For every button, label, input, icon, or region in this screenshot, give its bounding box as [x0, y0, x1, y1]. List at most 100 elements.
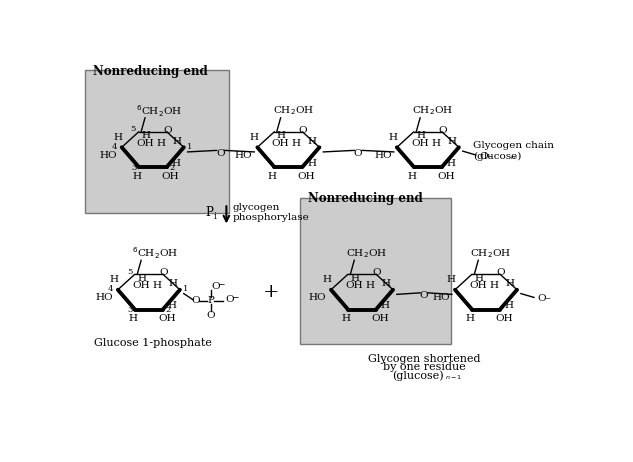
Text: H: H: [307, 159, 316, 168]
Text: H: H: [172, 159, 180, 168]
Text: O: O: [160, 268, 168, 277]
Text: +: +: [263, 283, 280, 301]
Text: Glycogen chain: Glycogen chain: [473, 141, 554, 150]
Text: H: H: [489, 281, 498, 290]
Text: O: O: [163, 126, 172, 134]
Text: 3: 3: [128, 306, 133, 314]
Text: (glucose): (glucose): [392, 371, 444, 381]
Text: $_{n-1}$: $_{n-1}$: [445, 373, 462, 382]
Text: H: H: [465, 314, 474, 323]
Text: OH: OH: [346, 281, 363, 290]
Text: CH$_2$OH: CH$_2$OH: [273, 104, 314, 117]
Bar: [85, 70, 229, 213]
Text: 2: 2: [170, 164, 175, 172]
Text: Glucose 1-phosphate: Glucose 1-phosphate: [94, 339, 211, 348]
Text: OH: OH: [162, 172, 179, 181]
Text: 5: 5: [127, 268, 132, 276]
Text: O: O: [354, 149, 363, 158]
Text: H: H: [268, 172, 277, 181]
Text: H: H: [447, 159, 456, 168]
Text: H: H: [407, 172, 416, 181]
Text: H: H: [128, 314, 137, 323]
Text: O: O: [191, 296, 199, 305]
Text: Nonreducing end: Nonreducing end: [308, 192, 422, 205]
Text: HO: HO: [374, 151, 392, 159]
Text: H: H: [113, 133, 122, 142]
Text: OH: OH: [495, 314, 513, 323]
Text: H: H: [341, 314, 350, 323]
Text: 5: 5: [130, 125, 136, 134]
Text: H: H: [447, 275, 456, 284]
Text: OH: OH: [158, 314, 175, 323]
Text: O: O: [216, 149, 225, 158]
Text: H: H: [365, 281, 374, 290]
Text: H: H: [308, 137, 317, 146]
Text: O: O: [438, 126, 447, 134]
Text: Nonreducing end: Nonreducing end: [93, 66, 208, 79]
Text: H: H: [389, 133, 398, 142]
Text: O: O: [496, 268, 505, 277]
Text: H: H: [137, 274, 146, 282]
Text: H: H: [168, 279, 177, 288]
Text: OH: OH: [132, 281, 150, 290]
Text: OH: OH: [272, 139, 289, 148]
Text: HO: HO: [308, 293, 326, 302]
Text: glycogen: glycogen: [232, 203, 280, 212]
Text: HO: HO: [95, 293, 113, 302]
Text: H: H: [381, 301, 390, 310]
Text: CH$_2$OH: CH$_2$OH: [346, 247, 387, 260]
Text: O: O: [206, 310, 215, 320]
Text: (glucose): (glucose): [473, 152, 521, 161]
Text: H: H: [431, 139, 440, 148]
Text: H: H: [152, 281, 161, 290]
Text: OH: OH: [136, 139, 154, 148]
Text: 1: 1: [187, 143, 192, 151]
Text: OH: OH: [298, 172, 315, 181]
Text: H: H: [110, 275, 118, 284]
Text: $_n$: $_n$: [510, 153, 516, 162]
Text: CH$_2$OH: CH$_2$OH: [412, 104, 453, 117]
Text: CH$_2$OH: CH$_2$OH: [470, 247, 511, 260]
Text: HO: HO: [235, 151, 252, 159]
Text: $^{6}$CH$_2$OH: $^{6}$CH$_2$OH: [135, 103, 182, 119]
Text: O: O: [299, 126, 308, 134]
Text: phosphorylase: phosphorylase: [232, 213, 310, 222]
Text: H: H: [249, 133, 258, 142]
Text: H: H: [132, 172, 141, 181]
Text: OH: OH: [411, 139, 429, 148]
Text: H: H: [292, 139, 301, 148]
Text: O: O: [420, 292, 429, 300]
Text: H: H: [172, 137, 181, 146]
Text: H: H: [505, 301, 514, 310]
Text: OH: OH: [470, 281, 487, 290]
Text: $^{6}$CH$_2$OH: $^{6}$CH$_2$OH: [132, 246, 178, 261]
Text: H: H: [448, 137, 456, 146]
Text: H: H: [323, 275, 332, 284]
Text: −: −: [231, 292, 239, 301]
Text: O: O: [211, 282, 220, 291]
Text: OH: OH: [437, 172, 454, 181]
Text: HO: HO: [432, 293, 450, 302]
Text: 3: 3: [132, 164, 137, 172]
Text: P: P: [208, 296, 215, 305]
Text: HO: HO: [99, 151, 116, 159]
Text: O: O: [372, 268, 381, 277]
Text: 1: 1: [182, 285, 188, 293]
Text: H: H: [382, 279, 391, 288]
Text: H: H: [156, 139, 165, 148]
Text: −: −: [217, 279, 225, 288]
Text: H: H: [506, 279, 515, 288]
Text: O–: O–: [479, 152, 493, 161]
Text: H: H: [141, 131, 150, 140]
Text: O–: O–: [537, 294, 551, 304]
Text: OH: OH: [371, 314, 389, 323]
Text: 4: 4: [112, 143, 118, 151]
Text: H: H: [277, 131, 286, 140]
Text: Glycogen shortened: Glycogen shortened: [368, 354, 480, 364]
Text: by one residue: by one residue: [382, 362, 465, 372]
Text: O: O: [225, 295, 234, 304]
Bar: [300, 198, 451, 344]
Text: H: H: [475, 274, 484, 282]
Text: 2: 2: [166, 306, 171, 314]
Text: 4: 4: [108, 285, 114, 293]
